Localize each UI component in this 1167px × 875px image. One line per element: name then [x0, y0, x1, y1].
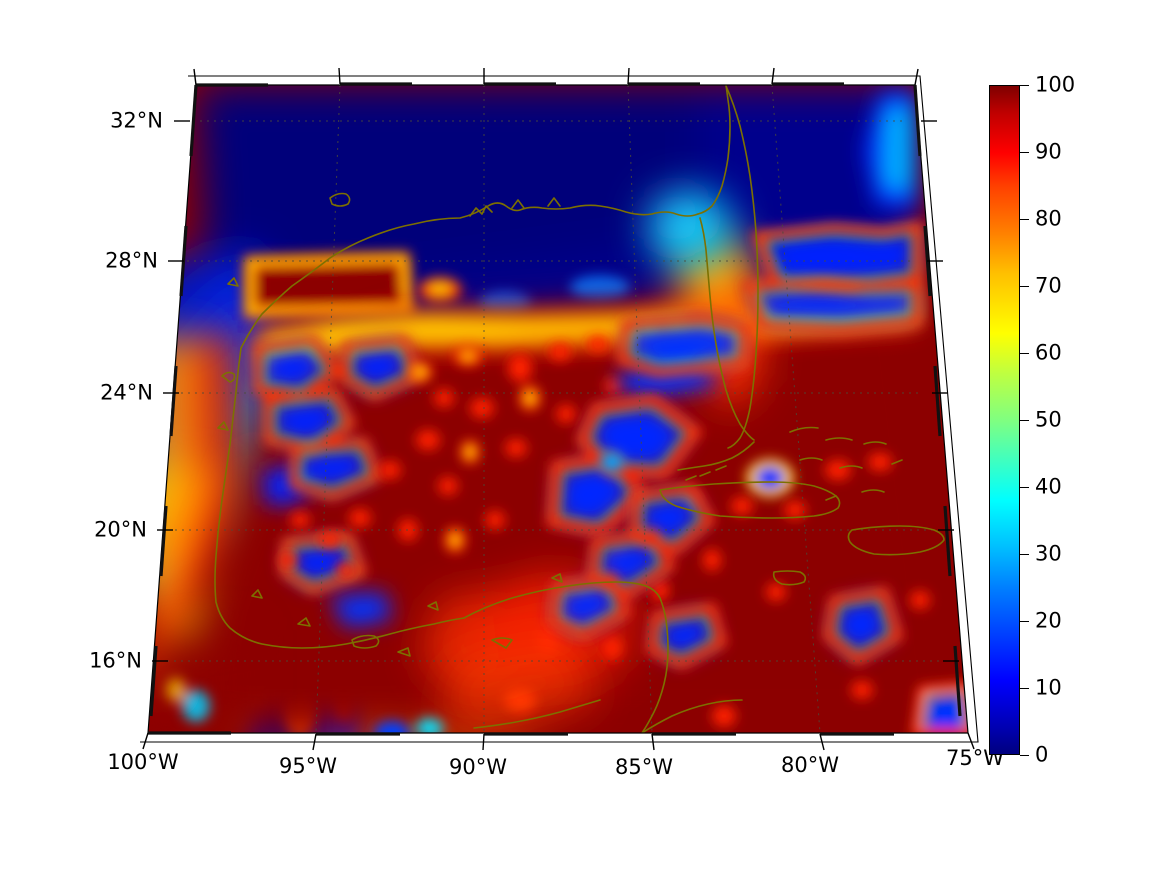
- lon-tick-label-90W: 90°W: [449, 755, 507, 779]
- lon-tick-label-100W: 100°W: [107, 750, 179, 774]
- colorbar-tick-10: [1020, 688, 1029, 689]
- colorbar-tick-80: [1020, 219, 1029, 220]
- colorbar-tick-0: [1020, 755, 1029, 756]
- data-field-layer: [148, 85, 968, 733]
- coastline-layer: [214, 85, 945, 733]
- colorbar-gradient[interactable]: [989, 85, 1020, 755]
- colorbar-tick-100: [1020, 85, 1029, 86]
- colorbar-label-40: 40: [1035, 474, 1062, 499]
- colorbar-label-90: 90: [1035, 139, 1062, 164]
- lon-tick-label-95W: 95°W: [279, 754, 337, 778]
- colorbar-label-70: 70: [1035, 273, 1062, 298]
- colorbar-label-100: 100: [1035, 72, 1076, 97]
- colorbar-tick-20: [1020, 621, 1029, 622]
- map-frame: [140, 67, 979, 751]
- lat-tick-label-16N: 16°N: [89, 648, 142, 673]
- colorbar-label-20: 20: [1035, 608, 1062, 633]
- colorbar-tick-60: [1020, 353, 1029, 354]
- colorbar-tick-90: [1020, 152, 1029, 153]
- graticule-layer: [148, 85, 968, 733]
- colorbar-label-50: 50: [1035, 407, 1062, 432]
- colorbar-tick-40: [1020, 487, 1029, 488]
- colorbar-tick-50: [1020, 420, 1029, 421]
- colorbar-label-10: 10: [1035, 675, 1062, 700]
- lon-tick-label-85W: 85°W: [615, 755, 673, 779]
- lat-tick-label-20N: 20°N: [94, 517, 147, 542]
- colorbar-label-80: 80: [1035, 206, 1062, 231]
- lat-tick-label-32N: 32°N: [110, 108, 163, 133]
- colorbar-label-30: 30: [1035, 541, 1062, 566]
- colorbar-tick-70: [1020, 286, 1029, 287]
- lon-tick-label-80W: 80°W: [781, 753, 839, 777]
- colorbar-label-0: 0: [1035, 742, 1049, 767]
- lat-tick-label-24N: 24°N: [100, 380, 153, 405]
- colorbar-tick-30: [1020, 554, 1029, 555]
- colorbar[interactable]: 100 90 80 70 60 50 40 30 20 10 0: [989, 74, 1159, 765]
- colorbar-label-60: 60: [1035, 340, 1062, 365]
- lat-tick-label-28N: 28°N: [105, 248, 158, 273]
